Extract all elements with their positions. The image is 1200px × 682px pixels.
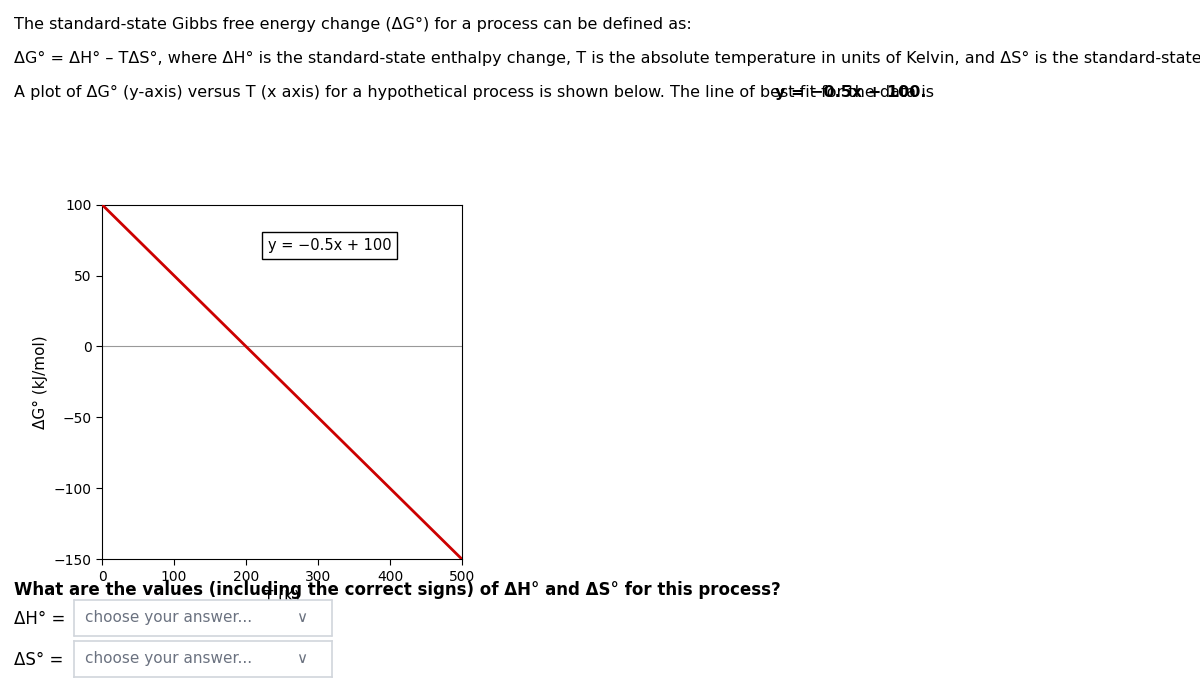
Text: ∨: ∨ [296, 610, 307, 625]
Text: ΔG° = ΔH° – TΔS°, where ΔH° is the standard-state enthalpy change, T is the abso: ΔG° = ΔH° – TΔS°, where ΔH° is the stand… [14, 51, 1200, 66]
Text: A plot of ΔG° (y-axis) versus T (x axis) for a hypothetical process is shown bel: A plot of ΔG° (y-axis) versus T (x axis)… [14, 85, 940, 100]
Text: The standard-state Gibbs free energy change (ΔG°) for a process can be defined a: The standard-state Gibbs free energy cha… [14, 17, 692, 32]
Text: y = −0.5x + 100: y = −0.5x + 100 [268, 238, 391, 253]
Y-axis label: ΔG° (kJ/mol): ΔG° (kJ/mol) [34, 335, 48, 429]
X-axis label: T (K): T (K) [264, 589, 300, 604]
Text: ∨: ∨ [296, 651, 307, 666]
Text: choose your answer...: choose your answer... [85, 610, 252, 625]
Text: What are the values (including the correct signs) of ΔH° and ΔS° for this proces: What are the values (including the corre… [14, 581, 781, 599]
Text: choose your answer...: choose your answer... [85, 651, 252, 666]
Text: y = −0.5x + 100.: y = −0.5x + 100. [775, 85, 926, 100]
Text: ΔS° =: ΔS° = [14, 651, 64, 669]
Text: ΔH° =: ΔH° = [14, 610, 66, 628]
